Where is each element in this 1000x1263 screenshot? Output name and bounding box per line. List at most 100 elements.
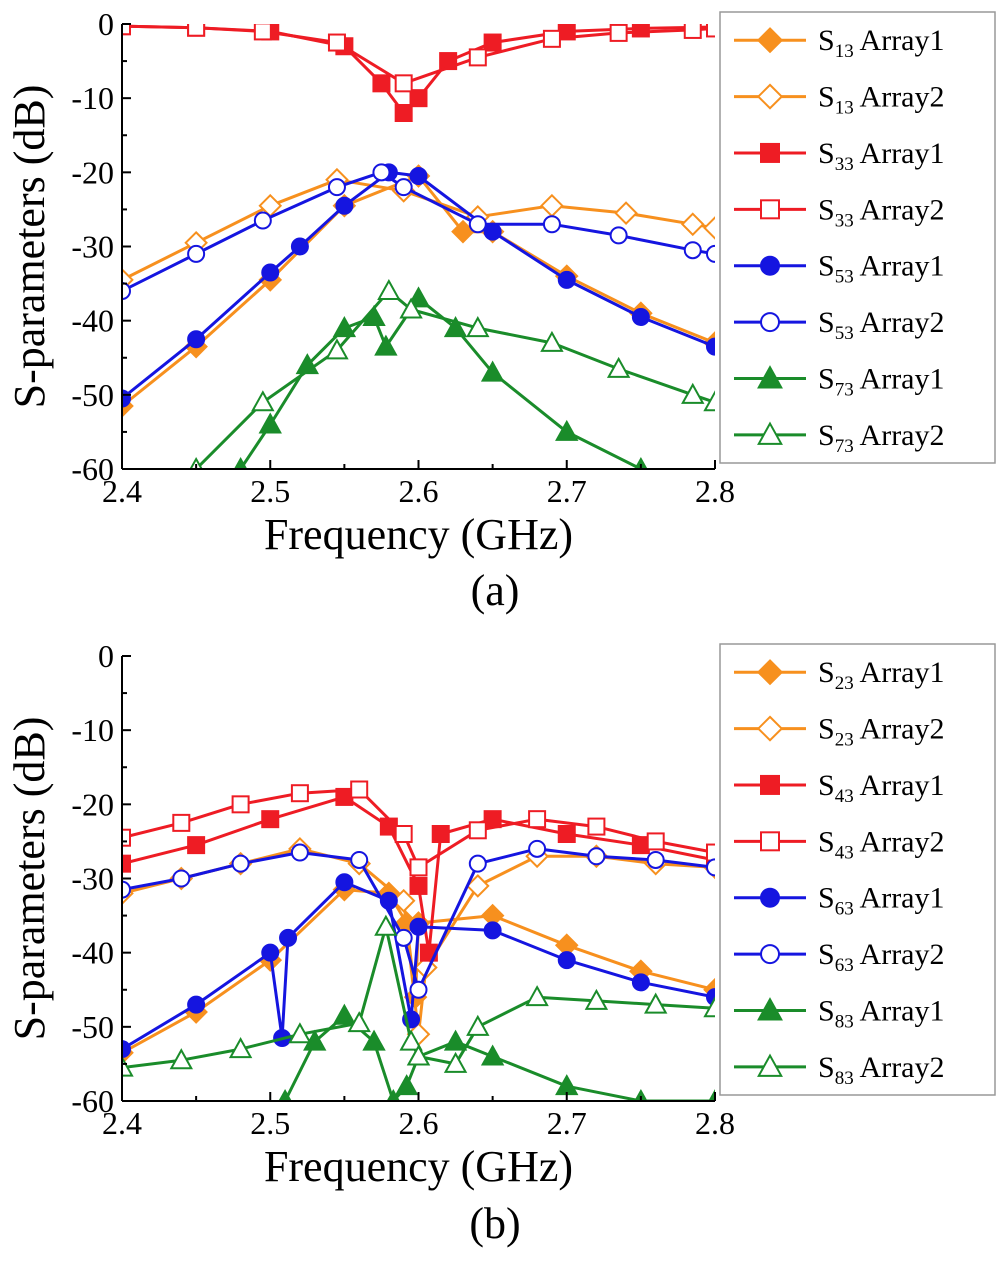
circle-marker (279, 928, 298, 947)
circle-marker (468, 854, 487, 873)
circle-marker (187, 330, 206, 349)
legend-label: S53 Array2 (818, 306, 945, 344)
triangle-marker (443, 1029, 468, 1051)
triangle-marker (525, 985, 549, 1007)
x-axis-label: Frequency (GHz) (264, 1142, 573, 1191)
triangle-marker (606, 356, 631, 378)
triangle-marker (332, 316, 357, 338)
legend-label: S73 Array1 (818, 362, 945, 400)
y-tick-label: 0 (98, 6, 114, 42)
triangle-marker (362, 1029, 386, 1051)
square-marker (231, 795, 250, 814)
triangle-marker (394, 1074, 419, 1096)
series-line (122, 178, 715, 282)
square-marker (609, 24, 628, 42)
circle-marker (631, 307, 650, 326)
y-tick-label: -20 (71, 154, 114, 190)
series-s73-array2 (189, 278, 715, 469)
diamond-marker (540, 193, 564, 218)
triangle-marker (466, 1014, 490, 1036)
diamond-marker (614, 201, 638, 225)
square-marker (253, 24, 272, 41)
series-line (122, 788, 715, 869)
circle-marker (122, 1040, 131, 1059)
square-marker (542, 29, 561, 48)
legend-item: S13 Array2 (734, 81, 945, 119)
circle-marker (609, 226, 628, 245)
circle-marker (760, 312, 780, 333)
square-marker (557, 825, 576, 843)
x-tick-label: 2.4 (102, 1105, 142, 1141)
square-marker (706, 843, 715, 862)
square-marker (187, 836, 206, 855)
diamond-marker (756, 27, 784, 54)
circle-marker (468, 215, 487, 234)
square-marker (394, 104, 413, 122)
circle-marker (528, 839, 547, 858)
circle-marker (187, 244, 206, 263)
x-tick-label: 2.7 (547, 473, 587, 509)
circle-marker (122, 282, 131, 300)
diamond-marker (465, 874, 490, 898)
x-tick-label: 2.5 (250, 473, 290, 509)
triangle-marker (443, 316, 468, 338)
triangle-marker (228, 1037, 253, 1059)
plot-area (122, 24, 715, 469)
circle-marker (557, 270, 576, 289)
circle-marker (122, 880, 131, 899)
circle-marker (760, 944, 780, 965)
circle-marker (631, 973, 650, 992)
circle-marker (172, 869, 191, 888)
circle-marker (587, 847, 606, 866)
legend-label: S23 Array2 (818, 713, 945, 751)
series-line (195, 289, 715, 469)
x-tick-label: 2.5 (250, 1105, 290, 1141)
plot-area (122, 780, 715, 1101)
triangle-marker (757, 421, 783, 445)
triangle-marker (122, 1055, 134, 1077)
y-axis-label: S-parameters (dB) (5, 85, 54, 409)
panel-label: (a) (471, 566, 520, 615)
series-s83-array1 (278, 1003, 715, 1101)
circle-marker (187, 995, 206, 1014)
circle-marker (290, 843, 309, 862)
circle-marker (253, 211, 272, 230)
triangle-marker (169, 1048, 193, 1070)
circle-marker (409, 980, 428, 999)
x-tick-label: 2.8 (695, 473, 735, 509)
legend: S23 Array1 S23 Array2 S43 Array1 S43 Array2… (719, 643, 996, 1096)
square-marker (760, 142, 780, 163)
triangle-marker (288, 1022, 312, 1044)
square-marker (760, 199, 780, 220)
triangle-marker (347, 1011, 371, 1033)
circle-marker (409, 167, 428, 186)
circle-marker (409, 917, 428, 936)
diamond-marker (756, 83, 784, 110)
square-marker (187, 24, 206, 37)
square-marker (646, 832, 665, 851)
chart-panel-b: 0 -10 -20 -30 -40 -50 -602.4 2.5 2.6 2.7 2.8 Freque… (5, 638, 996, 1248)
x-tick-label: 2.6 (399, 1105, 439, 1141)
square-marker (172, 813, 191, 832)
legend-item: S43 Array1 (734, 769, 945, 807)
y-tick-label: -30 (71, 229, 114, 265)
series-s53-array1 (122, 163, 715, 408)
y-tick-label: 0 (98, 638, 114, 674)
circle-marker (706, 244, 715, 263)
triangle-marker (374, 914, 398, 936)
y-tick-label: -50 (71, 377, 114, 413)
circle-marker (327, 178, 346, 197)
legend-label: S73 Array2 (818, 419, 945, 457)
triangle-marker (757, 365, 783, 389)
diamond-marker (703, 216, 715, 240)
legend-item: S23 Array2 (734, 713, 945, 751)
legend-item: S23 Array1 (734, 656, 945, 694)
diamond-marker (756, 659, 784, 686)
series-s83-array2 (122, 914, 715, 1077)
circle-marker (646, 850, 665, 869)
triangle-marker (681, 382, 705, 404)
circle-marker (335, 196, 354, 215)
square-marker (261, 810, 280, 829)
square-marker (706, 24, 715, 38)
